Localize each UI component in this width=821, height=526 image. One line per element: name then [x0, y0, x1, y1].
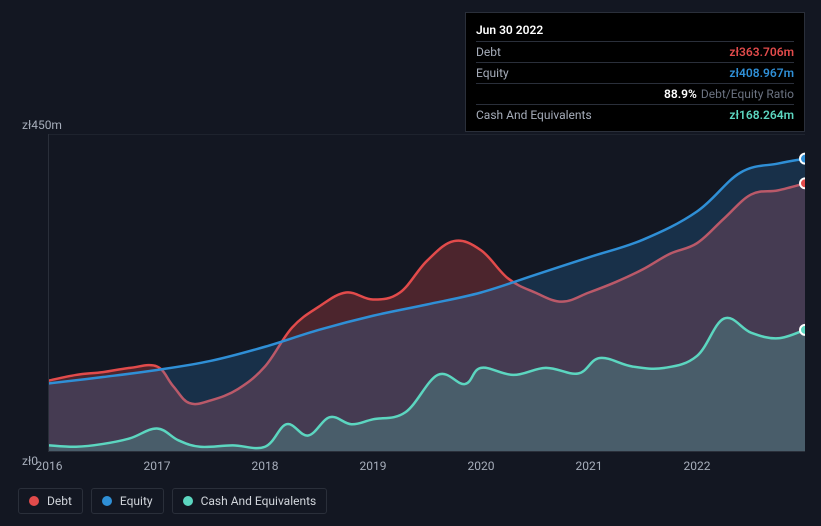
legend-label: Equity	[120, 494, 153, 508]
tooltip-ratio: 88.9%Debt/Equity Ratio	[664, 87, 794, 101]
tooltip-value: zł363.706m	[729, 45, 794, 59]
legend-label: Cash And Equivalents	[201, 494, 317, 508]
tooltip-date: Jun 30 2022	[476, 19, 794, 42]
x-axis-label: 2017	[144, 459, 171, 473]
chart-container: zł450m zł0 2016201720182019202020212022	[16, 120, 805, 466]
tooltip-label: Equity	[476, 66, 509, 80]
x-axis-label: 2020	[468, 459, 495, 473]
legend-label: Debt	[47, 494, 72, 508]
x-axis-label: 2021	[576, 459, 603, 473]
chart-svg	[49, 134, 805, 451]
swatch-icon	[183, 496, 193, 506]
legend-item-equity[interactable]: Equity	[91, 488, 164, 514]
tooltip-value: zł408.967m	[729, 66, 794, 80]
tooltip-row-ratio: 88.9%Debt/Equity Ratio	[476, 84, 794, 105]
legend-item-cash[interactable]: Cash And Equivalents	[172, 488, 328, 514]
x-axis-label: 2019	[360, 459, 387, 473]
x-axis-label: 2018	[252, 459, 279, 473]
x-axis-label: 2022	[684, 459, 711, 473]
legend-item-debt[interactable]: Debt	[18, 488, 83, 514]
swatch-icon	[29, 496, 39, 506]
legend: Debt Equity Cash And Equivalents	[18, 488, 327, 514]
tooltip-label: Debt	[476, 45, 501, 59]
plot-area[interactable]: 2016201720182019202020212022	[48, 134, 805, 452]
hover-tooltip: Jun 30 2022 Debt zł363.706m Equity zł408…	[465, 12, 805, 132]
y-axis-max-label: zł450m	[22, 118, 62, 132]
tooltip-row-equity: Equity zł408.967m	[476, 63, 794, 84]
x-axis-label: 2016	[36, 459, 63, 473]
swatch-icon	[102, 496, 112, 506]
tooltip-row-debt: Debt zł363.706m	[476, 42, 794, 63]
